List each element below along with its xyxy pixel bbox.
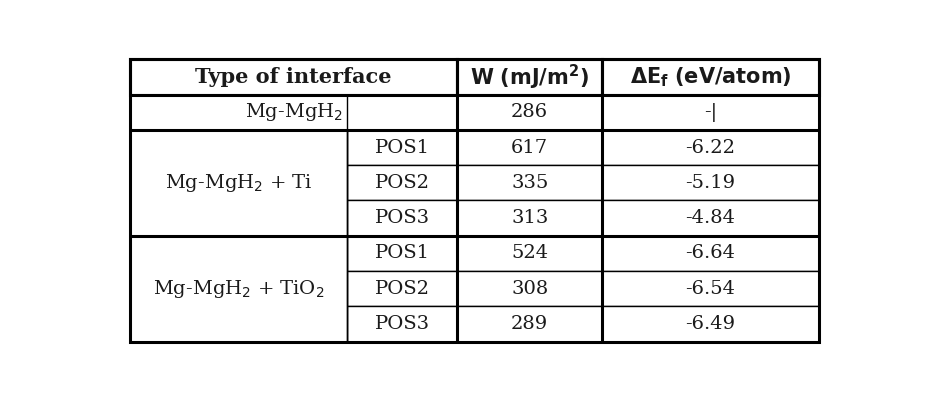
Bar: [130, 306, 347, 342]
Bar: [602, 130, 819, 165]
Text: POS3: POS3: [375, 315, 430, 333]
Bar: [130, 130, 347, 236]
Bar: [347, 306, 457, 342]
Text: 617: 617: [511, 139, 548, 156]
Text: POS1: POS1: [375, 139, 430, 156]
Text: -6.64: -6.64: [685, 244, 735, 262]
Bar: [602, 271, 819, 306]
Bar: [130, 236, 347, 342]
Bar: [602, 59, 819, 95]
Text: -5.19: -5.19: [685, 174, 735, 192]
Text: POS3: POS3: [375, 209, 430, 227]
Bar: [457, 165, 602, 201]
Text: 286: 286: [511, 103, 548, 121]
Text: -6.49: -6.49: [685, 315, 735, 333]
Bar: [347, 271, 457, 306]
Bar: [130, 130, 347, 165]
Text: Mg-MgH$_2$ + Ti: Mg-MgH$_2$ + Ti: [165, 172, 312, 194]
Bar: [347, 201, 457, 236]
Text: POS1: POS1: [375, 244, 430, 262]
Text: -6.54: -6.54: [685, 280, 735, 297]
Bar: [130, 59, 457, 95]
Bar: [457, 95, 602, 130]
Bar: [130, 201, 347, 236]
Text: -6.22: -6.22: [685, 139, 735, 156]
Bar: [602, 236, 819, 271]
Bar: [602, 165, 819, 201]
Text: POS2: POS2: [375, 280, 430, 297]
Text: -4.84: -4.84: [685, 209, 735, 227]
Text: -|: -|: [704, 103, 717, 122]
Bar: [457, 59, 602, 95]
Text: Mg-MgH$_2$ + TiO$_2$: Mg-MgH$_2$ + TiO$_2$: [153, 278, 324, 300]
Bar: [130, 236, 347, 271]
Text: 313: 313: [511, 209, 548, 227]
Text: 335: 335: [511, 174, 548, 192]
Text: 289: 289: [511, 315, 548, 333]
Text: 524: 524: [511, 244, 548, 262]
Text: 308: 308: [511, 280, 548, 297]
Bar: [602, 95, 819, 130]
Text: $\mathbf{\Delta E_f\ (eV/atom)}$: $\mathbf{\Delta E_f\ (eV/atom)}$: [630, 65, 792, 89]
Text: POS2: POS2: [375, 174, 430, 192]
Bar: [602, 201, 819, 236]
Bar: [130, 95, 457, 130]
Bar: [602, 306, 819, 342]
Bar: [347, 236, 457, 271]
Bar: [130, 271, 347, 306]
Bar: [347, 130, 457, 165]
Bar: [457, 306, 602, 342]
Bar: [457, 130, 602, 165]
Text: Type of interface: Type of interface: [195, 67, 392, 87]
Bar: [457, 236, 602, 271]
Text: $\mathbf{W\ (mJ/m^2)}$: $\mathbf{W\ (mJ/m^2)}$: [470, 63, 589, 92]
Bar: [457, 201, 602, 236]
Bar: [130, 165, 347, 201]
Text: Mg-MgH$_2$: Mg-MgH$_2$: [244, 101, 343, 123]
Bar: [457, 271, 602, 306]
Bar: [347, 165, 457, 201]
